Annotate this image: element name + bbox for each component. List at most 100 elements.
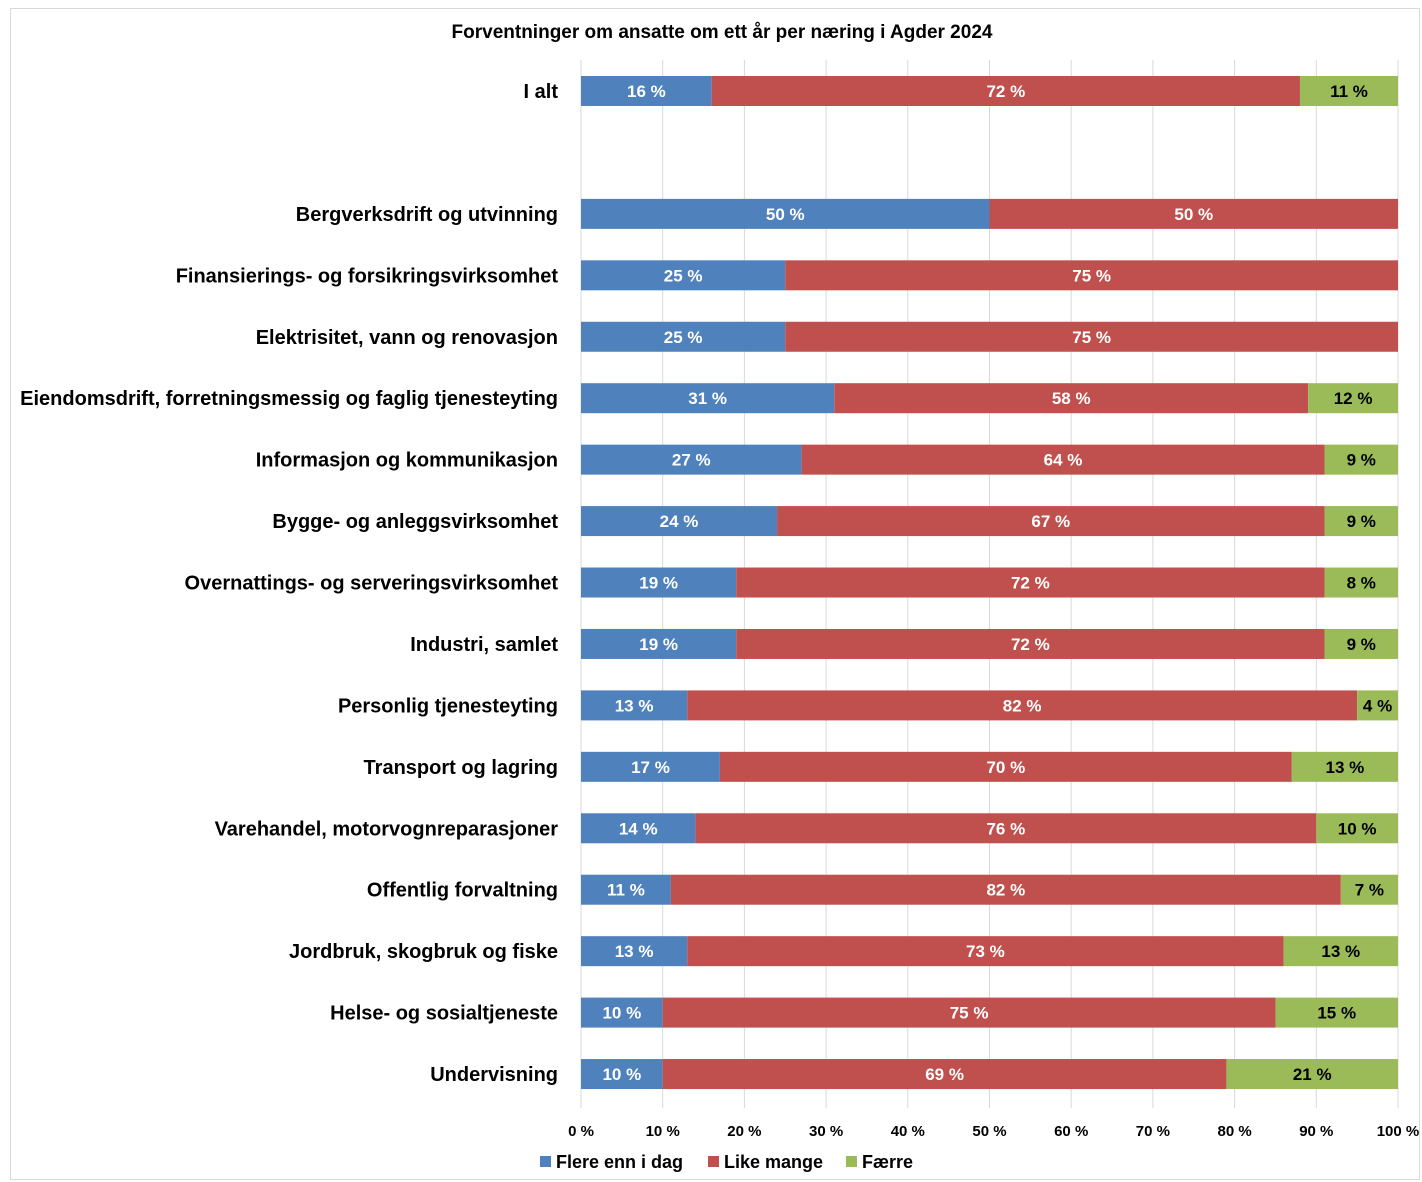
data-label: 25 % (664, 266, 703, 285)
data-label: 82 % (1003, 696, 1042, 715)
bar-segment (834, 383, 1309, 414)
x-tick-label: 30 % (809, 1123, 843, 1140)
bar-segment (1316, 813, 1398, 844)
data-label: 76 % (986, 819, 1025, 838)
bar-segment (1324, 567, 1398, 598)
data-label: 10 % (602, 1004, 641, 1023)
data-label: 7 % (1355, 881, 1384, 900)
data-label: 15 % (1317, 1004, 1356, 1023)
data-label: 9 % (1347, 512, 1376, 531)
data-label: 50 % (1174, 205, 1213, 224)
bar-segment (736, 628, 1325, 659)
category-label: Finansierings- og forsikringsvirksomhet (176, 265, 559, 287)
bar-segment (1283, 936, 1398, 967)
x-tick-label: 0 % (568, 1123, 594, 1140)
bar-segment (1340, 874, 1398, 905)
category-label: Elektrisitet, vann og renovasjon (256, 327, 558, 349)
data-label: 24 % (660, 512, 699, 531)
bar-segment (581, 997, 663, 1028)
bar-segment (581, 198, 990, 229)
bar-segment (687, 936, 1284, 967)
data-label: 13 % (1321, 942, 1360, 961)
data-label: 27 % (672, 451, 711, 470)
x-tick-label: 80 % (1217, 1123, 1251, 1140)
data-label: 73 % (966, 942, 1005, 961)
bar-segment (785, 321, 1398, 352)
category-label: Varehandel, motorvognreparasjoner (215, 818, 559, 840)
bar-segment (581, 444, 802, 475)
bar-segment (989, 198, 1398, 229)
data-label: 58 % (1052, 389, 1091, 408)
bar-segment (1324, 444, 1398, 475)
legend-label: Færre (862, 1152, 913, 1172)
bar-segment (1291, 751, 1398, 782)
data-label: 67 % (1031, 512, 1070, 531)
data-label: 69 % (925, 1065, 964, 1084)
data-label: 31 % (688, 389, 727, 408)
x-axis-ticks: 0 % 10 % 20 % 30 % 40 % 50 % 60 % 70 % 80 % 90 % 1… (568, 1123, 1419, 1140)
bar-segment (581, 321, 786, 352)
data-label: 19 % (639, 574, 678, 593)
x-tick-label: 20 % (727, 1123, 761, 1140)
data-label: 19 % (639, 635, 678, 654)
bar-segment (670, 874, 1341, 905)
bar-segment (777, 506, 1325, 537)
chart-title: Forventninger om ansatte om ett år per n… (452, 22, 993, 43)
bar-segment (719, 751, 1292, 782)
data-label: 10 % (602, 1065, 641, 1084)
bar-segment (1226, 1059, 1398, 1090)
category-label: Eiendomsdrift, forretningsmessig og fagl… (20, 388, 558, 410)
x-tick-label: 40 % (891, 1123, 925, 1140)
bar-segment (581, 690, 688, 721)
x-tick-label: 90 % (1299, 1123, 1333, 1140)
bar-segment (1299, 76, 1398, 106)
bar-segment (662, 997, 1276, 1028)
bar-segment (581, 751, 720, 782)
data-label: 50 % (766, 205, 805, 224)
data-label: 9 % (1347, 451, 1376, 470)
category-label: Overnattings- og serveringsvirksomhet (185, 573, 559, 595)
bar-group: 16 % 72 % 11 % 50 % 50 % 25 % 75 % 25 % 75 % 31 %… (581, 76, 1398, 1090)
legend-swatch (708, 1156, 719, 1167)
bar-segment (581, 813, 696, 844)
bar-segment (1357, 690, 1398, 721)
bar-segment (1324, 506, 1398, 537)
bar-segment (581, 1059, 663, 1090)
bar-segment (785, 260, 1398, 291)
x-tick-label: 50 % (972, 1123, 1006, 1140)
bar-segment (736, 567, 1325, 598)
category-label: Transport og lagring (364, 757, 558, 779)
category-label: Undervisning (430, 1064, 558, 1086)
data-label: 75 % (950, 1004, 989, 1023)
legend-swatch (540, 1156, 551, 1167)
category-label: Informasjon og kommunikasjon (256, 450, 558, 472)
data-label: 75 % (1072, 266, 1111, 285)
bar-segment (1324, 628, 1398, 659)
data-label: 25 % (664, 328, 703, 347)
data-label: 64 % (1044, 451, 1083, 470)
x-tick-label: 70 % (1136, 1123, 1170, 1140)
category-label: I alt (524, 81, 559, 103)
data-label: 17 % (631, 758, 670, 777)
data-label: 12 % (1334, 389, 1373, 408)
bar-segment (581, 628, 737, 659)
x-tick-label: 10 % (646, 1123, 680, 1140)
data-label: 4 % (1363, 696, 1392, 715)
data-label: 11 % (607, 881, 645, 900)
bar-segment (687, 690, 1358, 721)
category-label: Helse- og sosialtjeneste (330, 1003, 558, 1025)
legend-label: Like mange (724, 1152, 823, 1172)
data-label: 13 % (1326, 758, 1365, 777)
category-label: Bergverksdrift og utvinning (296, 204, 558, 226)
bar-segment (581, 567, 737, 598)
category-label: Industri, samlet (410, 634, 558, 656)
data-label: 13 % (615, 942, 654, 961)
legend-swatch (846, 1156, 857, 1167)
category-labels: I alt Bergverksdrift og utvinning Finansie… (20, 81, 558, 1086)
data-label: 72 % (1011, 635, 1050, 654)
category-label: Jordbruk, skogbruk og fiske (289, 941, 558, 963)
data-label: 11 % (1330, 82, 1368, 101)
x-tick-label: 60 % (1054, 1123, 1088, 1140)
bar-segment (1275, 997, 1398, 1028)
data-label: 8 % (1347, 574, 1376, 593)
